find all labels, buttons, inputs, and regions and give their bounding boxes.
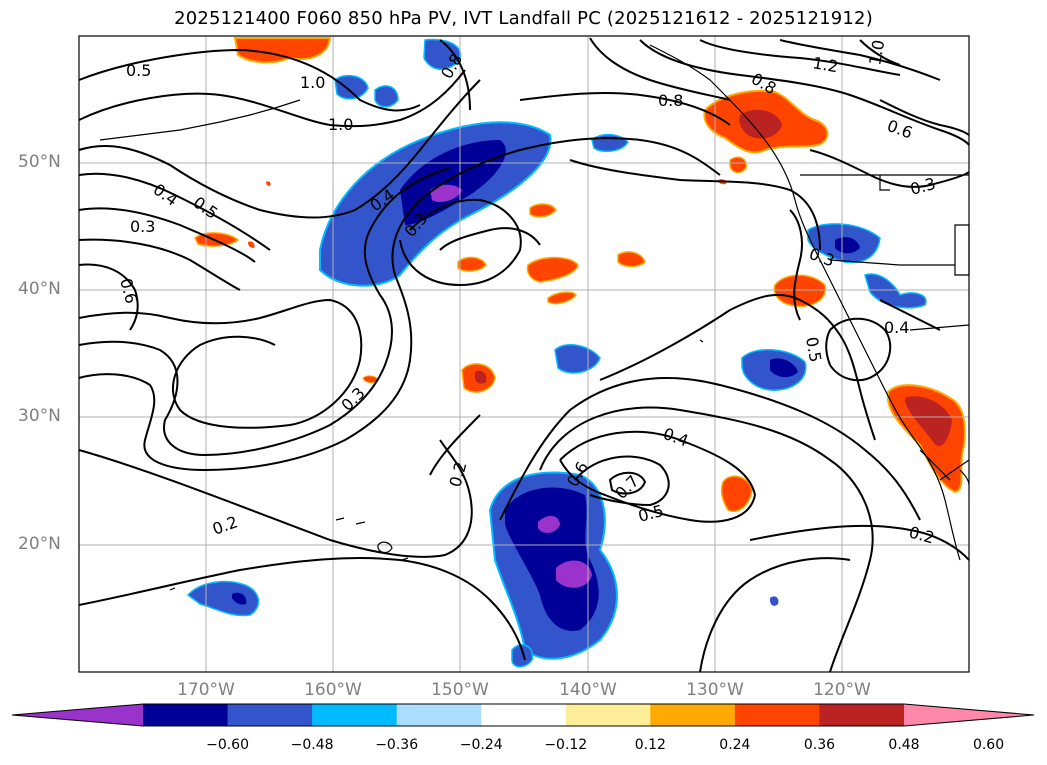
- pv-contours: [78, 37, 970, 673]
- colorbar-tick-label: −0.60: [206, 737, 249, 753]
- latitude-label: 20°N: [18, 534, 61, 554]
- contour-label: 1.0: [300, 73, 325, 92]
- contour-label: 0.5: [802, 335, 825, 363]
- colorbar-tick-label: 0.60: [972, 737, 1005, 753]
- colorbar-tick-label: 0.24: [719, 737, 751, 753]
- colorbar-segment: [396, 704, 482, 726]
- colorbar-outline: [11, 703, 1035, 727]
- colorbar-tick-label: −0.48: [290, 737, 334, 753]
- longitude-label: 140°W: [559, 680, 617, 700]
- longitude-label: 150°W: [431, 680, 489, 700]
- longitude-label: 130°W: [686, 680, 744, 700]
- colorbar-segment: [481, 704, 567, 726]
- colorbar-tick-label: 0.36: [803, 737, 836, 753]
- colorbar-tick-label: −0.24: [459, 737, 503, 753]
- latitude-label: 40°N: [18, 279, 61, 299]
- colorbar-extend-max: [904, 704, 1034, 726]
- colorbar-segment: [143, 704, 229, 726]
- latitude-label: 50°N: [18, 152, 61, 172]
- colorbar-segment: [734, 704, 820, 726]
- positive-anomaly-shading: [194, 37, 966, 512]
- colorbar-segment: [565, 704, 651, 726]
- contour-label: 1.2: [811, 53, 839, 76]
- contour-label: 0.4: [884, 318, 909, 337]
- contour-label: 1.0: [328, 115, 353, 134]
- contour-label: 1.0: [865, 38, 888, 66]
- longitude-label: 170°W: [177, 680, 235, 700]
- coastlines: [99, 44, 970, 591]
- colorbar-extend-min: [12, 704, 143, 726]
- colorbar-tick-label: 0.48: [888, 737, 920, 753]
- contour-label: 0.8: [658, 91, 683, 110]
- colorbar: [11, 703, 1035, 727]
- colorbar-tick-label: −0.12: [544, 737, 588, 753]
- latitude-label: 30°N: [18, 406, 61, 426]
- contour-label: 0.3: [130, 217, 155, 236]
- colorbar-tick-label: 0.12: [634, 737, 666, 753]
- map-border: [78, 35, 970, 673]
- colorbar-segment: [227, 704, 313, 726]
- map-title: 2025121400 F060 850 hPa PV, IVT Landfall…: [174, 8, 873, 29]
- colorbar-segment: [312, 704, 398, 726]
- longitude-label: 120°W: [813, 680, 871, 700]
- colorbar-segment: [650, 704, 736, 726]
- colorbar-tick-label: −0.36: [375, 737, 419, 753]
- colorbar-segment: [819, 704, 905, 726]
- graticule: [79, 36, 969, 672]
- longitude-label: 160°W: [304, 680, 362, 700]
- contour-label: 0.5: [126, 61, 151, 80]
